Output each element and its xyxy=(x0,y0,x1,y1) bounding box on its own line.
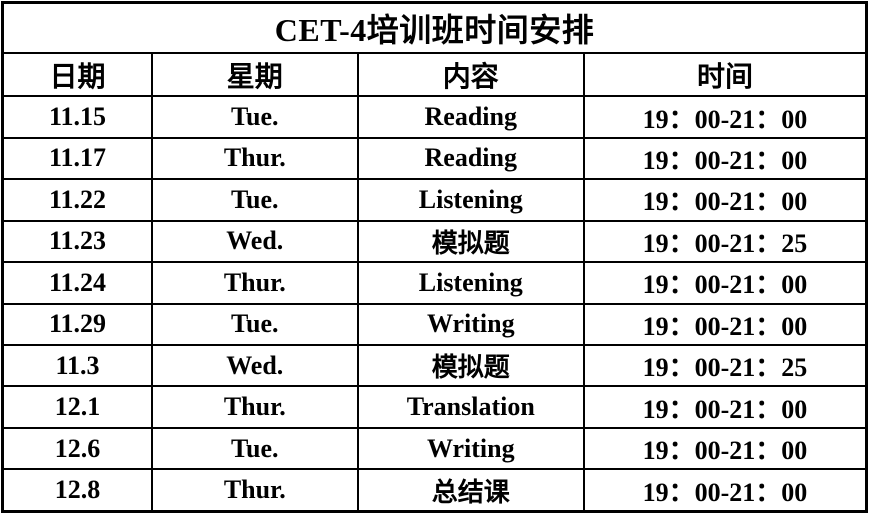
cell-day: Thur. xyxy=(150,261,359,305)
cell-time: 19：00-21：00 xyxy=(582,302,868,347)
cell-day: Wed. xyxy=(150,219,359,264)
table-row: 11.24 Thur. Listening 19：00-21：00 xyxy=(1,261,868,305)
cell-time: 19：00-21：00 xyxy=(582,95,868,139)
table-row: 11.17 Thur. Reading 19：00-21：00 xyxy=(1,136,868,181)
cell-time: 19：00-21：00 xyxy=(582,468,868,513)
cell-date: 11.17 xyxy=(1,136,153,181)
cell-time: 19：00-21：00 xyxy=(582,261,868,305)
table-row: 11.3 Wed. 模拟题 19：00-21：25 xyxy=(1,344,868,388)
cell-content: Writing xyxy=(356,426,585,471)
table-row: 12.6 Tue. Writing 19：00-21：00 xyxy=(1,426,868,471)
table-row: 11.29 Tue. Writing 19：00-21：00 xyxy=(1,302,868,347)
table-row: 11.15 Tue. Reading 19：00-21：00 xyxy=(1,95,868,139)
cell-time: 19：00-21：00 xyxy=(582,136,868,181)
cell-time: 19：00-21：00 xyxy=(582,426,868,471)
cell-time: 19：00-21：00 xyxy=(582,178,868,222)
cell-time: 19：00-21：25 xyxy=(582,219,868,264)
cell-content: Reading xyxy=(356,95,585,139)
cell-content: 模拟题 xyxy=(356,344,585,388)
cell-time: 19：00-21：00 xyxy=(582,385,868,429)
cell-day: Tue. xyxy=(150,95,359,139)
cell-time: 19：00-21：25 xyxy=(582,344,868,388)
table-row: 12.8 Thur. 总结课 19：00-21：00 xyxy=(1,468,868,513)
table-row: 11.22 Tue. Listening 19：00-21：00 xyxy=(1,178,868,222)
cell-day: Tue. xyxy=(150,178,359,222)
column-header-day: 星期 xyxy=(150,51,359,98)
cell-date: 11.22 xyxy=(1,178,153,222)
cell-date: 11.24 xyxy=(1,261,153,305)
cell-date: 12.1 xyxy=(1,385,153,429)
cell-content: Listening xyxy=(356,178,585,222)
title-row: CET-4培训班时间安排 xyxy=(1,1,868,54)
cell-date: 12.8 xyxy=(1,468,153,513)
table-row: 12.1 Thur. Translation 19：00-21：00 xyxy=(1,385,868,429)
column-header-time: 时间 xyxy=(582,51,868,98)
table-row: 11.23 Wed. 模拟题 19：00-21：25 xyxy=(1,219,868,264)
cell-content: Translation xyxy=(356,385,585,429)
header-row: 日期 星期 内容 时间 xyxy=(1,51,868,98)
table-title: CET-4培训班时间安排 xyxy=(1,1,868,54)
cell-content: 总结课 xyxy=(356,468,585,513)
cell-date: 11.29 xyxy=(1,302,153,347)
cell-date: 11.23 xyxy=(1,219,153,264)
cell-content: Listening xyxy=(356,261,585,305)
cell-day: Thur. xyxy=(150,468,359,513)
cell-day: Tue. xyxy=(150,302,359,347)
cell-day: Tue. xyxy=(150,426,359,471)
cell-content: Reading xyxy=(356,136,585,181)
cell-date: 11.15 xyxy=(1,95,153,139)
column-header-date: 日期 xyxy=(1,51,153,98)
cell-date: 11.3 xyxy=(1,344,153,388)
cell-content: 模拟题 xyxy=(356,219,585,264)
cell-day: Wed. xyxy=(150,344,359,388)
cell-content: Writing xyxy=(356,302,585,347)
column-header-content: 内容 xyxy=(356,51,585,98)
cell-day: Thur. xyxy=(150,136,359,181)
cell-date: 12.6 xyxy=(1,426,153,471)
cell-day: Thur. xyxy=(150,385,359,429)
